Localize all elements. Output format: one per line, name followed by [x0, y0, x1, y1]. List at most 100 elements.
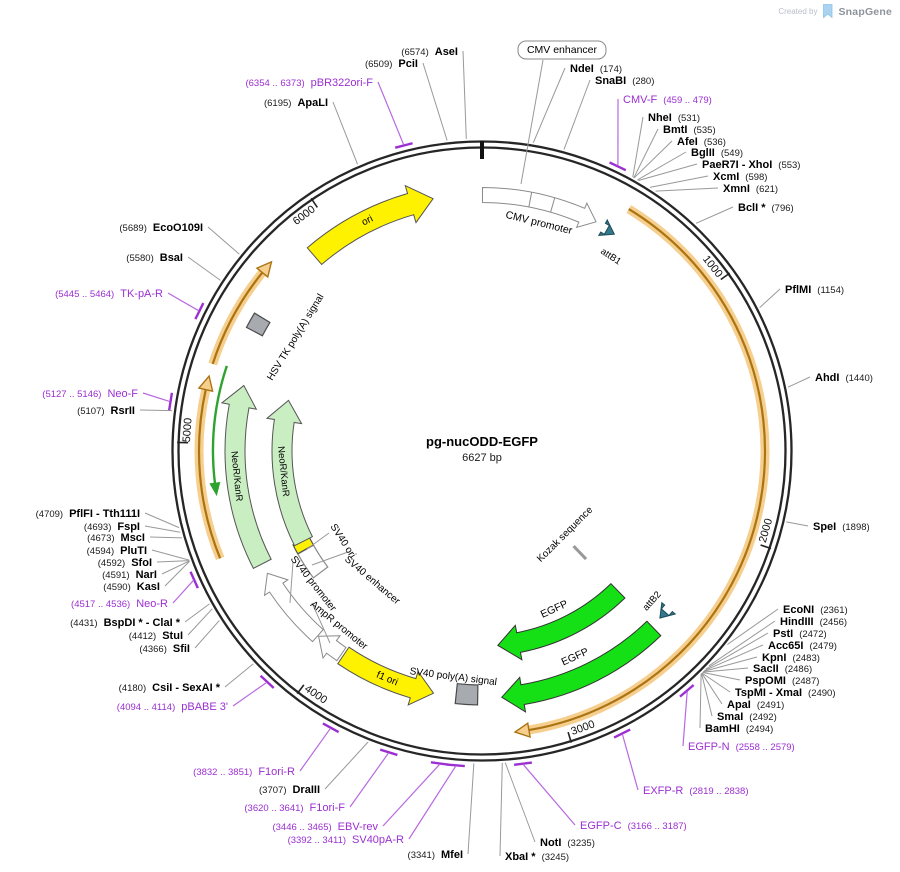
cmv-f-site-tick [609, 161, 627, 172]
sfoi-label[interactable]: (4592) SfoI [98, 557, 152, 569]
backbone-arc-left-2-head[interactable] [255, 260, 273, 279]
fspi-label[interactable]: (4693) FspI [84, 521, 140, 533]
attb2-label[interactable]: attB2 [641, 589, 664, 613]
ori-label[interactable]: ori [360, 214, 375, 229]
neo-r-label[interactable]: (4517 .. 4536) Neo-R [71, 598, 168, 610]
axis-tick-2000 [760, 544, 772, 550]
ampr-promoter-arrow[interactable] [317, 635, 347, 662]
ebv-rev-label[interactable]: (3446 .. 3465) EBV-rev [272, 821, 378, 833]
bcli-label[interactable]: BclI * (796) [738, 202, 794, 214]
attb1-arrow[interactable] [598, 218, 616, 236]
neor-kanr-label-2[interactable]: NeoR/KanR [275, 446, 291, 498]
pflmi-label[interactable]: PflMI (1154) [785, 284, 844, 296]
egfp-c-label[interactable]: EGFP-C (3166 .. 3187) [580, 820, 687, 832]
pbabe-3-leader [232, 681, 268, 707]
smai-label[interactable]: SmaI (2492) [717, 711, 777, 723]
kozak-sequence-label[interactable]: Kozak sequence [535, 504, 595, 564]
pbabe-3-label[interactable]: (4094 .. 4114) pBABE 3' [117, 701, 228, 713]
f1ori-f-label[interactable]: (3620 .. 3641) F1ori-F [244, 802, 345, 814]
kpni-label[interactable]: KpnI (2483) [762, 652, 820, 664]
pluti-label[interactable]: (4594) PluTI [87, 545, 147, 557]
nari-label[interactable]: (4591) NarI [102, 569, 157, 581]
afei-label[interactable]: AfeI (536) [677, 136, 726, 148]
rsrii-label[interactable]: (5107) RsrII [77, 405, 135, 417]
bglii-label[interactable]: BglII (549) [691, 147, 743, 159]
neor-kanr-arrow-1[interactable] [220, 384, 272, 570]
ahdi-label[interactable]: AhdI (1440) [815, 372, 873, 384]
pspomi-label[interactable]: PspOMI (2487) [745, 675, 819, 687]
kasi-label[interactable]: (4590) KasI [103, 581, 160, 593]
bspdi-clai-label[interactable]: (4431) BspDI * - ClaI * [70, 617, 181, 629]
csii-sexai-label[interactable]: (4180) CsiI - SexAI * [119, 682, 221, 694]
hsv-tk-polya-signal-box[interactable] [245, 312, 271, 337]
neo-f-label[interactable]: (5127 .. 5146) Neo-F [42, 388, 138, 400]
spei-label[interactable]: SpeI (1898) [813, 521, 870, 533]
f1-ori-arrow[interactable] [337, 646, 435, 706]
sv40-polya-signal-box[interactable] [454, 683, 479, 706]
pbr322ori-f-site-tick [394, 142, 413, 149]
sv40pa-r-label[interactable]: (3392 .. 3411) SV40pA-R [288, 834, 404, 846]
orf-marker-arrow[interactable] [211, 365, 228, 484]
apali-label[interactable]: (6195) ApaLI [264, 97, 328, 109]
acc65i-label[interactable]: Acc65I (2479) [768, 640, 837, 652]
cmv-f-label[interactable]: CMV-F (459 .. 479) [623, 94, 712, 106]
tk-pa-r-label[interactable]: (5445 .. 5464) TK-pA-R [55, 288, 163, 300]
pbr322ori-f-label[interactable]: (6354 .. 6373) pBR322ori-F [245, 77, 373, 89]
tspmi-xmai-label[interactable]: TspMI - XmaI (2490) [735, 687, 836, 699]
xcmi-label[interactable]: XcmI (598) [713, 171, 767, 183]
f1ori-r-label[interactable]: (3832 .. 3851) F1ori-R [193, 766, 295, 778]
sv40-promoter-arrow[interactable] [263, 572, 324, 643]
econi-label[interactable]: EcoNI (2361) [783, 604, 848, 616]
sacii-label[interactable]: SacII (2486) [753, 663, 812, 675]
mfei-label[interactable]: (3341) MfeI [408, 849, 463, 861]
egfp-n-site-tick [679, 684, 695, 698]
attb1-label[interactable]: attB1 [598, 246, 623, 267]
apai-label[interactable]: ApaI (2491) [727, 699, 784, 711]
ori-arrow[interactable] [306, 184, 434, 266]
ndei-label[interactable]: NdeI (174) [570, 63, 622, 75]
pcii-label[interactable]: (6509) PciI [365, 58, 418, 70]
stui-label[interactable]: (4412) StuI [129, 630, 183, 642]
sv40-enhancer-label[interactable]: SV40 enhancer [342, 554, 402, 607]
psti-leader [705, 632, 769, 670]
bmti-label[interactable]: BmtI (535) [663, 124, 716, 136]
attb2-arrow[interactable] [659, 601, 677, 619]
cmv-enhancer-label[interactable]: CMV enhancer [527, 44, 598, 56]
paer7i-xhoi-label[interactable]: PaeR7I - XhoI (553) [702, 159, 800, 171]
xmni-label[interactable]: XmnI (621) [723, 183, 778, 195]
f1ori-f-leader [349, 752, 390, 808]
neor-kanr-label-1[interactable]: NeoR/KanR [228, 451, 244, 503]
draiii-label[interactable]: (3707) DraIII [259, 784, 320, 796]
snabi-leader [563, 79, 591, 150]
msci-label[interactable]: (4673) MscI [87, 532, 145, 544]
sfii-label[interactable]: (4366) SfiI [139, 643, 190, 655]
asei-label[interactable]: (6574) AseI [401, 46, 458, 58]
exfp-r-label[interactable]: EXFP-R (2819 .. 2838) [643, 785, 749, 797]
hindiii-label[interactable]: HindIII (2456) [780, 616, 847, 628]
neor-kanr-arrow-2[interactable] [265, 399, 314, 547]
cmv-enhancer-label-box[interactable] [517, 40, 607, 60]
egfp-n-label[interactable]: EGFP-N (2558 .. 2579) [688, 741, 795, 753]
egfp-arrow-2[interactable] [500, 620, 662, 713]
bamhi-label[interactable]: BamHI (2494) [705, 723, 773, 735]
ecoo109i-label[interactable]: (5689) EcoO109I [119, 222, 203, 234]
pflfi-tth111i-label[interactable]: (4709) PflFI - Tth111I [36, 508, 140, 520]
spei-leader [786, 521, 809, 527]
axis-tick-3000 [567, 731, 573, 743]
xbai-label[interactable]: XbaI * (3245) [505, 851, 569, 863]
orf-marker-arrow-head[interactable] [209, 481, 221, 497]
backbone-arc-left-1-head[interactable] [197, 374, 214, 393]
bsai-label[interactable]: (5580) BsaI [126, 252, 183, 264]
cmv-promoter-arrow[interactable] [481, 186, 597, 229]
plasmid-ring-outer [171, 140, 793, 762]
nhei-label[interactable]: NheI (531) [648, 112, 700, 124]
tk-pa-r-leader [167, 292, 200, 312]
snabi-label[interactable]: SnaBI (280) [595, 75, 654, 87]
noti-label[interactable]: NotI (3235) [540, 837, 595, 849]
egfp-arrow-1[interactable] [497, 582, 626, 661]
sacii-leader [702, 667, 749, 673]
backbone-arc-right-head[interactable] [513, 721, 531, 739]
hsv-tk-polya-signal-label[interactable]: HSV TK poly(A) signal [265, 292, 326, 382]
psti-label[interactable]: PstI (2472) [773, 628, 827, 640]
